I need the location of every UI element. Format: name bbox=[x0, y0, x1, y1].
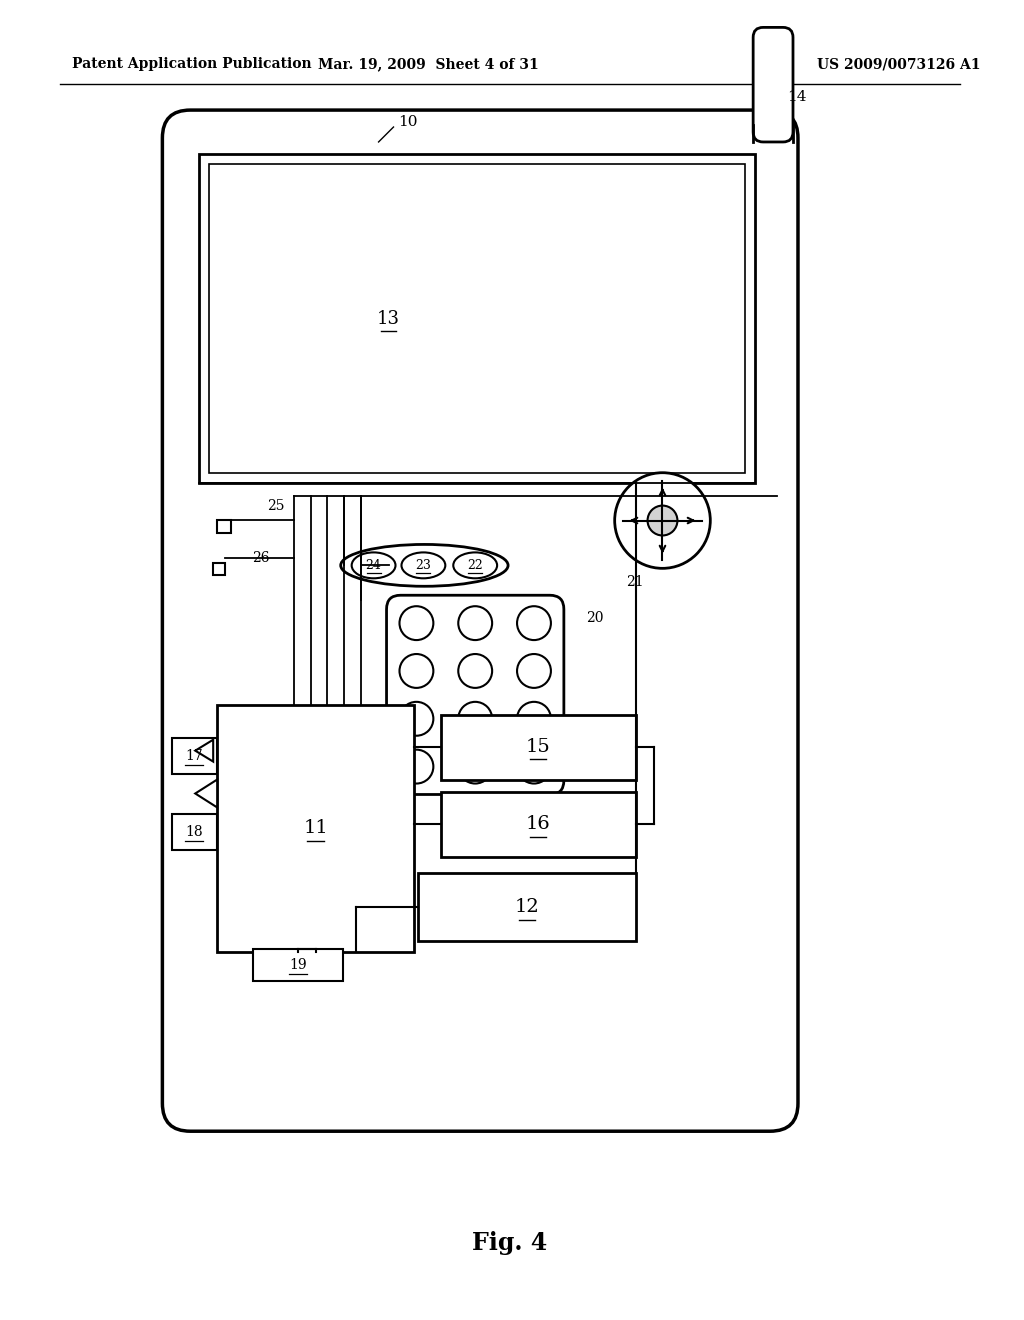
Bar bbox=[172, 738, 217, 774]
Text: 13: 13 bbox=[377, 310, 400, 329]
Text: 23: 23 bbox=[416, 558, 431, 572]
Bar bbox=[217, 705, 415, 952]
Circle shape bbox=[399, 653, 433, 688]
Text: 19: 19 bbox=[289, 958, 306, 972]
Bar bbox=[441, 792, 636, 857]
Text: 10: 10 bbox=[398, 115, 418, 129]
Text: Patent Application Publication: Patent Application Publication bbox=[72, 57, 311, 71]
Circle shape bbox=[459, 606, 493, 640]
Text: 24: 24 bbox=[366, 558, 382, 572]
Text: 26: 26 bbox=[252, 552, 269, 565]
Polygon shape bbox=[196, 739, 213, 762]
Text: 17: 17 bbox=[185, 748, 203, 763]
Circle shape bbox=[399, 606, 433, 640]
Text: 18: 18 bbox=[185, 825, 203, 840]
Bar bbox=[209, 164, 745, 473]
Text: 15: 15 bbox=[525, 738, 550, 755]
Polygon shape bbox=[196, 780, 217, 808]
Text: 14: 14 bbox=[787, 90, 807, 104]
Bar bbox=[213, 564, 225, 576]
FancyBboxPatch shape bbox=[386, 595, 564, 795]
Bar bbox=[217, 520, 231, 533]
Text: 22: 22 bbox=[467, 558, 483, 572]
Ellipse shape bbox=[351, 552, 395, 578]
Bar bbox=[253, 949, 343, 981]
Text: 21: 21 bbox=[626, 576, 643, 589]
Text: Mar. 19, 2009  Sheet 4 of 31: Mar. 19, 2009 Sheet 4 of 31 bbox=[318, 57, 539, 71]
Text: 25: 25 bbox=[267, 499, 285, 512]
Circle shape bbox=[459, 750, 493, 784]
Text: US 2009/0073126 A1: US 2009/0073126 A1 bbox=[817, 57, 980, 71]
Circle shape bbox=[517, 606, 551, 640]
Ellipse shape bbox=[454, 552, 497, 578]
Circle shape bbox=[517, 702, 551, 735]
Circle shape bbox=[459, 702, 493, 735]
Text: Fig. 4: Fig. 4 bbox=[472, 1230, 548, 1255]
FancyBboxPatch shape bbox=[163, 110, 798, 1131]
FancyBboxPatch shape bbox=[753, 28, 793, 143]
Circle shape bbox=[614, 473, 711, 569]
Text: 20: 20 bbox=[586, 611, 603, 626]
Circle shape bbox=[459, 653, 493, 688]
Circle shape bbox=[647, 506, 678, 536]
Bar bbox=[441, 715, 636, 780]
Bar bbox=[172, 814, 217, 850]
Text: 11: 11 bbox=[303, 820, 328, 837]
Ellipse shape bbox=[401, 552, 445, 578]
Bar bbox=[419, 874, 636, 941]
Circle shape bbox=[399, 750, 433, 784]
Circle shape bbox=[399, 702, 433, 735]
Circle shape bbox=[517, 750, 551, 784]
Text: 12: 12 bbox=[515, 898, 540, 916]
Text: 16: 16 bbox=[525, 816, 550, 833]
Circle shape bbox=[517, 653, 551, 688]
Bar bbox=[200, 154, 755, 483]
